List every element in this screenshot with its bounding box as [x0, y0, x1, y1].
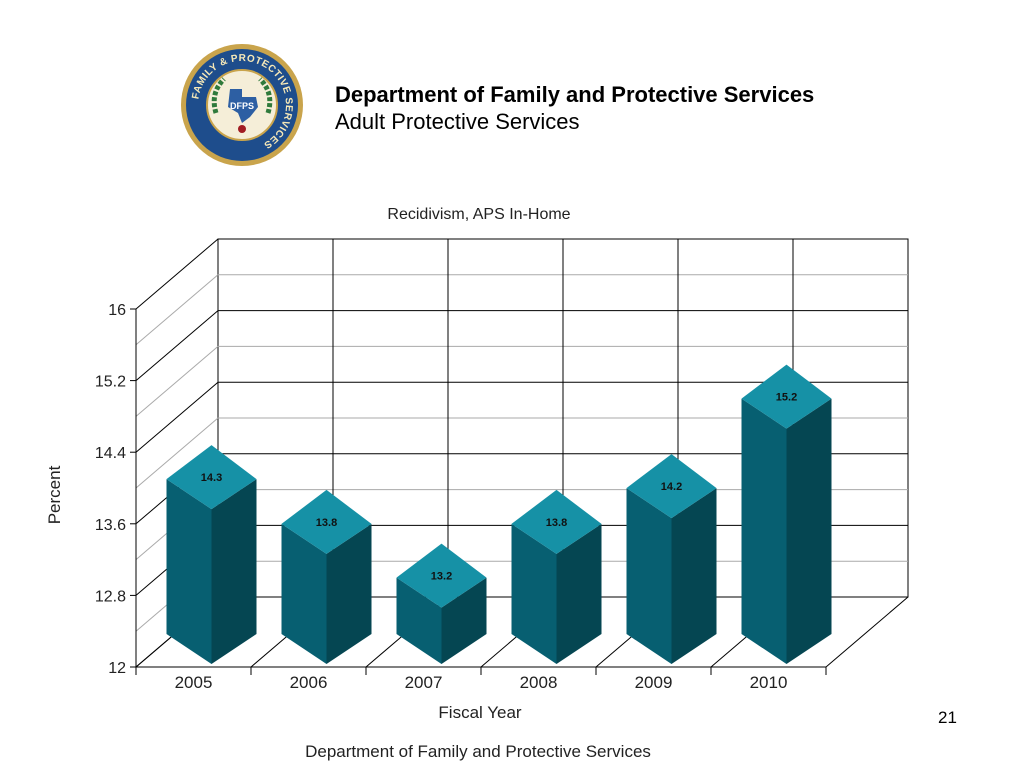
chart-bars: 14.3 13.8 13.2 13.8 14.2 15.2: [166, 364, 832, 664]
dfps-seal-logo: FAMILY & PROTECTIVE SERVICES DFPS: [180, 43, 304, 167]
seal-center-text: DFPS: [230, 101, 254, 111]
bar-value-label: 13.8: [316, 517, 337, 529]
grid-line-side-minor: [135, 417, 219, 489]
y-tick-label: 12.8: [95, 588, 126, 605]
grid-line-side: [135, 381, 219, 453]
bar-side-face: [326, 523, 372, 664]
slide-number: 21: [938, 708, 957, 727]
grid-line-side: [135, 310, 219, 381]
bar-front-face: [281, 523, 327, 664]
texas-shape-icon: [228, 89, 258, 123]
bar-value-label: 14.2: [661, 481, 682, 493]
x-tick-label: 2010: [750, 673, 788, 692]
seal-ribbon-icon: [238, 125, 246, 133]
bar-2009: 14.2: [626, 454, 717, 664]
y-tick-label: 16: [108, 302, 126, 319]
bar-side-face: [786, 398, 832, 664]
x-tick-label: 2005: [175, 673, 213, 692]
y-tick-label: 12: [108, 660, 126, 677]
chart-title: Recidivism, APS In-Home: [387, 206, 570, 223]
grid-line-side-minor: [135, 346, 219, 417]
y-axis-label: Percent: [45, 465, 64, 524]
grid-line-side: [135, 238, 219, 310]
bar-side-face: [556, 523, 602, 664]
x-tick-label: 2008: [520, 673, 558, 692]
bar-2005: 14.3: [166, 445, 257, 664]
bar-front-face: [626, 488, 672, 664]
bar-value-label: 13.8: [546, 517, 567, 529]
chart-source: Department of Family and Protective Serv…: [305, 742, 651, 761]
y-axis-ticks: 12 12.8 13.6 14.4 15.2 16: [95, 302, 136, 677]
slide-header: Department of Family and Protective Serv…: [335, 81, 814, 135]
bar-value-label: 14.3: [201, 472, 222, 484]
grid-line-side-minor: [135, 274, 219, 346]
x-tick-label: 2009: [635, 673, 673, 692]
bar-side-face: [441, 577, 487, 664]
seal-right-wreath: [258, 77, 273, 114]
bar-side-face: [671, 488, 717, 664]
bar-side-face: [211, 479, 257, 664]
bar-2007: 13.2: [396, 543, 487, 664]
bar-front-face: [741, 398, 787, 664]
bar-top-face: [741, 364, 832, 429]
seal-graphic: FAMILY & PROTECTIVE SERVICES DFPS: [181, 44, 303, 166]
x-tick-label: 2006: [290, 673, 328, 692]
seal-left-wreath: [211, 77, 226, 114]
y-tick-label: 13.6: [95, 517, 126, 534]
bar-top-face: [166, 445, 257, 510]
x-axis-ticks: 2005 2006 2007 2008 2009 2010: [135, 667, 827, 692]
bar-top-face: [281, 489, 372, 554]
organization-name: Department of Family and Protective Serv…: [335, 82, 815, 107]
bar-front-face: [396, 577, 442, 664]
bar-2008: 13.8: [511, 489, 602, 664]
bar-top-face: [511, 489, 602, 554]
bar-value-label: 13.2: [431, 571, 452, 583]
bar-front-face: [166, 479, 212, 664]
bar-value-label: 15.2: [776, 392, 797, 404]
floor-line: [825, 596, 909, 668]
y-tick-label: 15.2: [95, 374, 126, 391]
division-name: Adult Protective Services: [335, 109, 580, 134]
y-tick-label: 14.4: [95, 445, 126, 462]
bar-2010: 15.2: [741, 364, 832, 664]
x-tick-label: 2007: [405, 673, 443, 692]
x-axis-label: Fiscal Year: [438, 703, 521, 722]
bar-top-face: [396, 543, 487, 608]
bar-top-face: [626, 454, 717, 519]
bar-2006: 13.8: [281, 489, 372, 664]
bar-front-face: [511, 523, 557, 664]
